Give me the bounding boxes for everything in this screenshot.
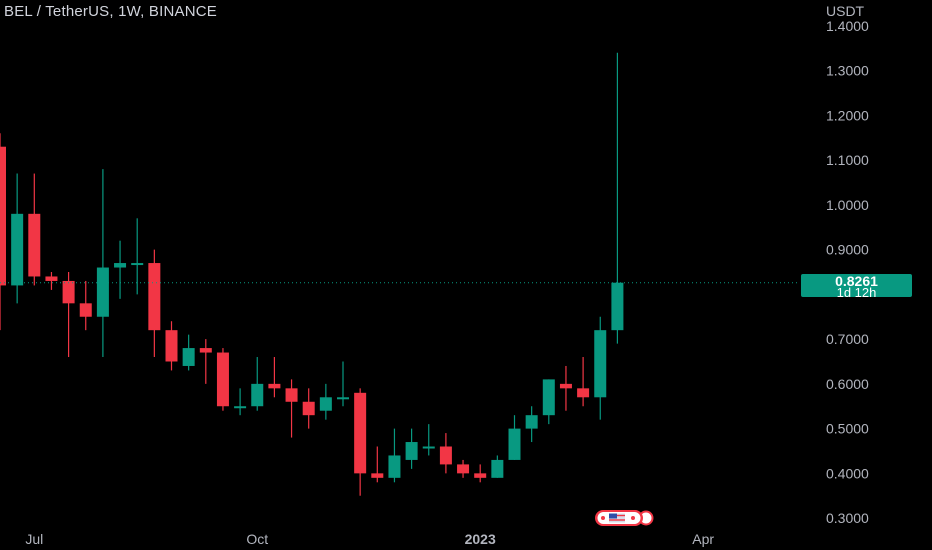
candle-body-29[interactable] [491,459,504,478]
candle-body-22[interactable] [371,473,384,478]
candle-body-11[interactable] [182,348,195,366]
candle-body-7[interactable] [114,263,127,268]
time-axis[interactable]: Jul Oct 2023 Apr [25,531,714,547]
candle-body-30[interactable] [508,428,521,460]
candle-body-8[interactable] [131,263,144,266]
candle-body-1[interactable] [11,213,24,286]
candle-body-12[interactable] [199,348,212,353]
candle-body-16[interactable] [268,383,281,389]
candle-body-2[interactable] [28,213,41,277]
candle-body-27[interactable] [457,464,470,474]
price-axis[interactable]: USDT 1.4000 1.3000 1.2000 1.1000 1.0000 0.900… [826,3,869,526]
chart-title: BEL / TetherUS, 1W, BINANCE [4,3,217,20]
candle-body-17[interactable] [285,388,298,402]
price-tick-label: 1.4000 [826,18,869,34]
candle-body-13[interactable] [216,352,229,407]
candle-body-5[interactable] [79,303,92,317]
candles-layer [0,52,624,496]
price-tick-label: 0.5000 [826,421,869,437]
bar-countdown: 1d 12h [836,285,877,300]
candle-body-9[interactable] [148,263,161,331]
candle-body-6[interactable] [96,267,109,317]
price-tick-label: 0.4000 [826,465,869,481]
candle-body-32[interactable] [542,379,555,416]
last-price-badge: 0.8261 1d 12h [801,273,912,300]
candle-body-25[interactable] [422,446,435,449]
candle-body-15[interactable] [251,383,264,407]
price-tick-label: 0.6000 [826,376,869,392]
candle-body-4[interactable] [62,280,75,304]
time-tick-label: 2023 [465,531,496,547]
candle-body-26[interactable] [439,446,452,465]
price-tick-label: 1.3000 [826,63,869,79]
candle-body-36[interactable] [611,282,624,331]
time-tick-label: Oct [246,531,268,547]
candle-body-20[interactable] [337,397,349,400]
candle-body-24[interactable] [405,442,418,460]
price-tick-label: 1.0000 [826,197,869,213]
us-flag-icon[interactable] [594,509,660,527]
time-tick-label: Apr [692,531,714,547]
candle-body-19[interactable] [319,397,332,411]
candle-body-3[interactable] [45,276,58,281]
candle-body-10[interactable] [165,330,178,362]
price-tick-label: 0.3000 [826,510,869,526]
candle-body-31[interactable] [525,415,538,429]
price-tick-label: 0.7000 [826,331,869,347]
last-price-value: 0.8261 [835,273,878,289]
candle-body-34[interactable] [577,388,590,398]
price-tick-label: 1.2000 [826,107,869,123]
price-tick-label: 0.9000 [826,242,869,258]
time-tick-label: Jul [25,531,43,547]
candle-body-23[interactable] [388,455,401,478]
candle-body-14[interactable] [234,406,247,409]
candle-body-21[interactable] [354,392,367,474]
candle-body-0[interactable] [0,146,6,286]
candle-body-28[interactable] [474,473,487,478]
price-axis-unit: USDT [826,3,865,19]
candle-body-33[interactable] [559,383,572,389]
candle-body-35[interactable] [594,330,607,398]
price-tick-label: 1.1000 [826,152,869,168]
candle-body-18[interactable] [302,401,315,416]
